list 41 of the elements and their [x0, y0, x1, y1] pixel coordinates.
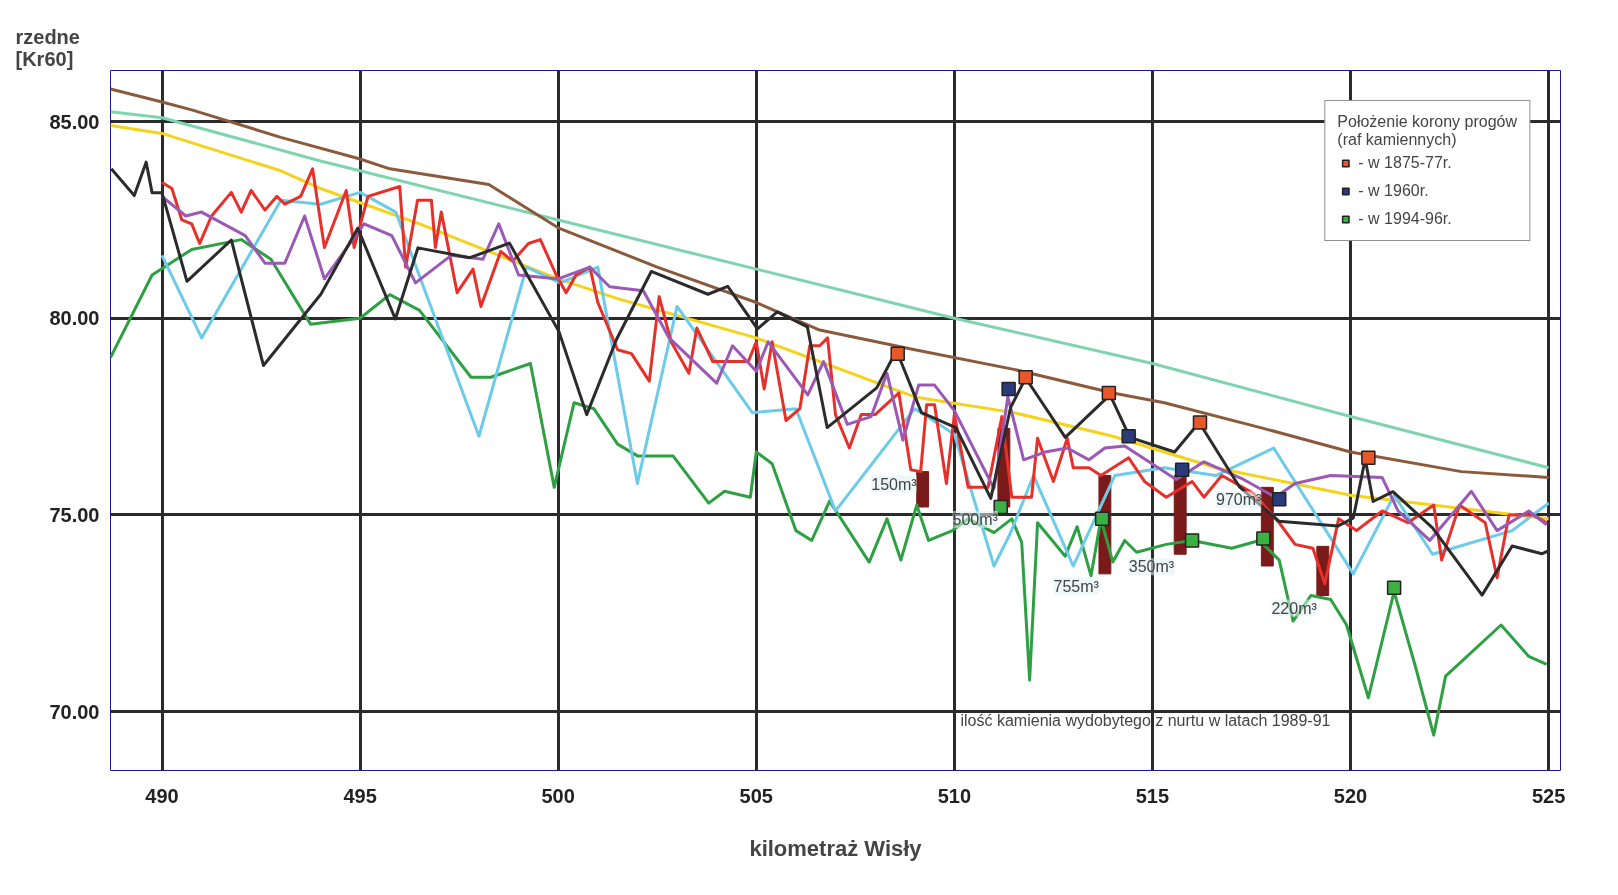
x-tick-label: 500 [541, 784, 575, 807]
point [1001, 381, 1016, 397]
x-tick-label: 505 [739, 784, 773, 807]
annotation: 970m³ [1215, 491, 1262, 509]
point [1101, 385, 1117, 401]
point [1192, 415, 1208, 430]
legend-label: - w 1960r. [1358, 182, 1429, 200]
x-tick-label: 510 [937, 784, 972, 807]
point [993, 499, 1008, 515]
y-tick-label: 85.00 [49, 110, 100, 133]
annotation: 150m³ [871, 475, 918, 493]
point [1094, 511, 1110, 527]
point [1256, 531, 1271, 546]
x-axis-title: kilometraż Wisły [749, 835, 923, 861]
point [1271, 491, 1287, 507]
x-tick-label: 520 [1333, 784, 1368, 807]
point [890, 346, 905, 361]
annotation: 500m³ [952, 511, 999, 529]
x-tick-label: 490 [145, 784, 179, 807]
y-tick-label: 70.00 [49, 700, 100, 723]
y-axis-title: rzedne [Kr60] [15, 25, 80, 70]
x-tick-label: 495 [343, 784, 377, 807]
legend-label: - w 1994-96r. [1358, 210, 1452, 228]
x-tick-label: 525 [1531, 784, 1566, 807]
point [1184, 533, 1200, 548]
line-series [110, 238, 1549, 737]
legend-title: Położenie korony progów (raf kamiennych) [1337, 113, 1517, 149]
point [1386, 580, 1402, 595]
point [1018, 369, 1033, 385]
point [1174, 462, 1190, 477]
y-tick-label: 80.00 [49, 307, 100, 330]
annotation: 755m³ [1053, 577, 1100, 595]
annotation: 350m³ [1128, 558, 1175, 576]
point [1121, 428, 1136, 444]
annotation: ilość kamienia wydobytego z nurtu w latach 1989-91 [960, 711, 1331, 729]
legend-label: - w 1875-77r. [1358, 154, 1452, 172]
y-tick-label: 75.00 [49, 503, 100, 526]
x-tick-label: 515 [1135, 784, 1170, 807]
point [1361, 450, 1376, 466]
annotation: 220m³ [1271, 599, 1318, 617]
bar [916, 471, 930, 508]
